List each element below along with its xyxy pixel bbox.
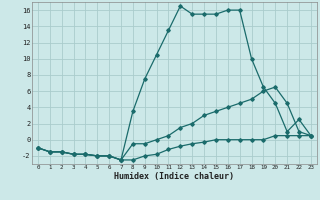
X-axis label: Humidex (Indice chaleur): Humidex (Indice chaleur)	[115, 172, 234, 181]
